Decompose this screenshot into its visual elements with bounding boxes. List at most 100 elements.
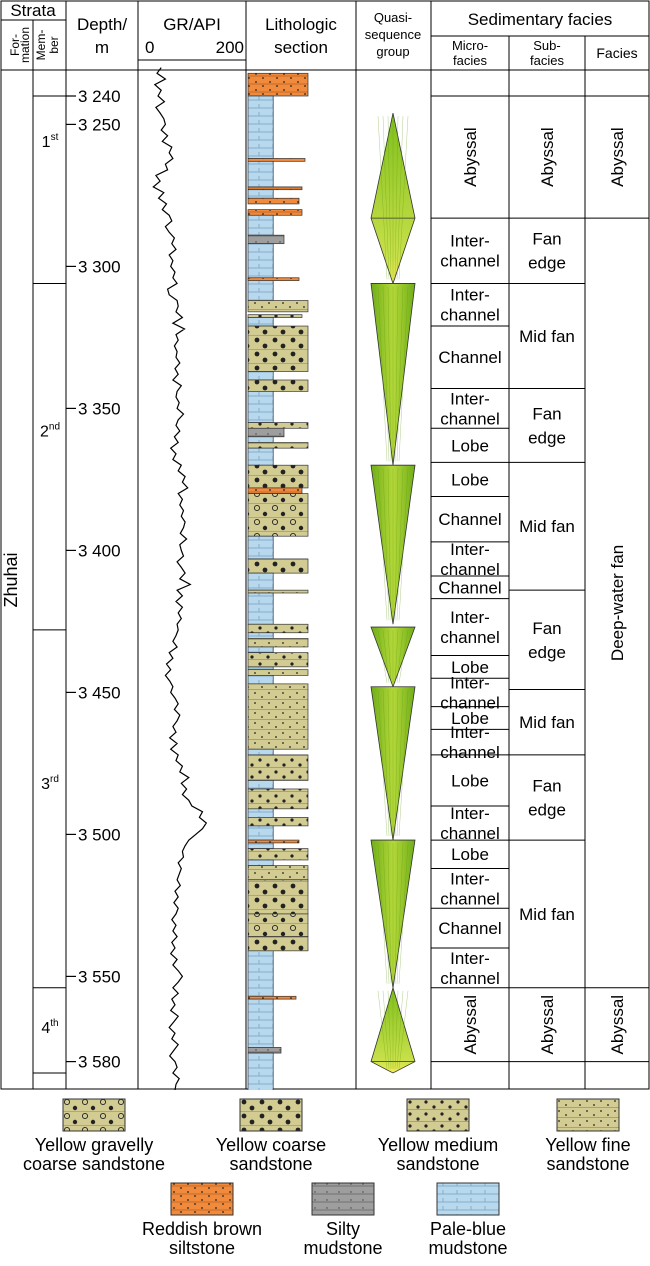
microfacies-label: Inter- — [450, 723, 490, 742]
depth-tick-label: 3 350 — [78, 399, 121, 418]
header-microfacies-1: Micro- — [452, 38, 488, 53]
legend-label-coarse: Yellow coarse sandstone — [215, 1135, 327, 1174]
litho-bed-paleblue — [247, 214, 274, 236]
legend-swatch-medium — [406, 1098, 470, 1132]
litho-bed-paleblue — [247, 842, 274, 849]
microfacies-label: channel — [440, 824, 500, 843]
legend-label-fine: Yellow fine sandstone — [545, 1135, 631, 1174]
microfacies-label: Inter- — [450, 869, 490, 888]
litho-bed-paleblue — [247, 391, 274, 423]
legend-label-paleblue: Pale-blue mudstone — [428, 1219, 508, 1258]
litho-bed-reddish — [247, 839, 300, 844]
litho-bed-reddish — [247, 995, 297, 1000]
litho-bed-paleblue — [247, 436, 274, 443]
microfacies-label: Inter- — [450, 540, 490, 559]
microfacies-label: Lobe — [451, 845, 489, 864]
microfacies-label: channel — [440, 889, 500, 908]
litho-bed-fine — [247, 589, 309, 594]
depth-tick-label: 3 300 — [78, 257, 121, 276]
legend-swatch-coarse — [239, 1098, 303, 1132]
litho-bed-medium — [247, 788, 309, 810]
litho-bed-coarse — [247, 558, 309, 574]
legend-swatch-fine — [556, 1098, 620, 1132]
depth-tick-label: 3 500 — [78, 825, 121, 844]
depth-tick-label: 3 450 — [78, 683, 121, 702]
legend-swatch-paleblue — [436, 1182, 500, 1216]
stratigraphic-column-figure: Strata For- mation Mem- ber Depth/ m GR/… — [0, 0, 650, 1090]
litho-bed-reddish — [247, 186, 303, 191]
depth-tick-label: 3 240 — [78, 87, 121, 106]
litho-bed-coarse — [247, 379, 309, 392]
litho-bed-fine — [247, 865, 309, 881]
litho-bed-reddish — [247, 158, 306, 162]
litho-bed-paleblue — [247, 95, 274, 159]
header-facies: Facies — [596, 45, 637, 61]
litho-bed-reddish — [247, 197, 300, 205]
microfacies-label: Lobe — [451, 709, 489, 728]
litho-bed-paleblue — [247, 535, 274, 560]
microfacies-label: Inter- — [450, 949, 490, 968]
header-formation-1: For- — [8, 34, 22, 56]
litho-bed-paleblue — [247, 632, 274, 639]
litho-bed-paleblue — [247, 592, 274, 625]
litho-bed-paleblue — [247, 646, 274, 653]
microfacies-label: Abyssal — [461, 995, 480, 1055]
microfacies-label: Inter- — [450, 804, 490, 823]
legend-swatch-silty — [311, 1182, 375, 1216]
microfacies-label: Lobe — [451, 436, 489, 455]
header-gr: GR/API — [163, 15, 221, 34]
subfacies-label: Mid fan — [519, 327, 575, 346]
header-gr-max: 200 — [216, 38, 244, 57]
litho-bed-medium — [247, 817, 309, 827]
litho-bed-paleblue — [247, 859, 274, 866]
legend-label-gravelly: Yellow gravelly coarse sandstone — [22, 1135, 166, 1174]
header-quasi-3: group — [376, 44, 409, 59]
formation-name: Zhuhai — [1, 552, 21, 607]
header-subfacies-2: facies — [530, 53, 564, 68]
legend-label-medium: Yellow medium sandstone — [377, 1135, 499, 1174]
header-microfacies-2: facies — [453, 53, 487, 68]
microfacies-label: Inter- — [450, 608, 490, 627]
subfacies-label: Abyssal — [538, 127, 557, 187]
header-sedfacies: Sedimentary facies — [468, 10, 613, 29]
microfacies-label: channel — [440, 252, 500, 271]
microfacies-label: channel — [440, 693, 500, 712]
litho-bed-paleblue — [247, 666, 274, 671]
microfacies-label: Channel — [438, 348, 501, 367]
litho-bed-medium — [247, 442, 309, 449]
litho-bed-medium — [247, 652, 309, 668]
litho-bed-gravelly — [247, 493, 309, 537]
facies-label: Abyssal — [608, 127, 627, 187]
litho-bed-paleblue — [247, 998, 274, 1048]
litho-bed-coarse — [247, 325, 309, 372]
litho-bed-paleblue — [247, 950, 274, 997]
litho-bed-reddish — [247, 72, 309, 97]
microfacies-label: Channel — [438, 578, 501, 597]
microfacies-label: channel — [440, 969, 500, 988]
microfacies-label: channel — [440, 628, 500, 647]
litho-bed-coarse — [247, 879, 309, 915]
microfacies-label: Lobe — [451, 470, 489, 489]
litho-bed-paleblue — [247, 317, 274, 327]
litho-bed-medium — [247, 422, 309, 429]
litho-bed-paleblue — [247, 780, 274, 790]
litho-bed-medium — [247, 848, 309, 861]
litho-bed-paleblue — [247, 189, 274, 199]
subfacies-label: Mid fan — [519, 517, 575, 536]
subfacies-label: Fan — [532, 404, 561, 423]
member-label: 2nd — [40, 422, 60, 441]
litho-bed-paleblue — [247, 572, 274, 591]
header-member-1: Mem- — [34, 30, 48, 61]
member-label: 1st — [42, 132, 59, 151]
legend-label-silty: Silty mudstone — [303, 1219, 383, 1258]
litho-bed-paleblue — [247, 808, 274, 818]
microfacies-label: Inter- — [450, 232, 490, 251]
litho-bed-reddish — [247, 487, 303, 494]
litho-bed-paleblue — [247, 371, 274, 381]
litho-bed-reddish — [247, 277, 300, 281]
litho-bed-fine — [247, 669, 309, 676]
litho-bed-silty — [247, 234, 285, 245]
legend-label-reddish: Reddish brown siltstone — [141, 1219, 263, 1258]
member-label: 4th — [41, 1018, 58, 1037]
member-label: 3rd — [41, 774, 59, 793]
